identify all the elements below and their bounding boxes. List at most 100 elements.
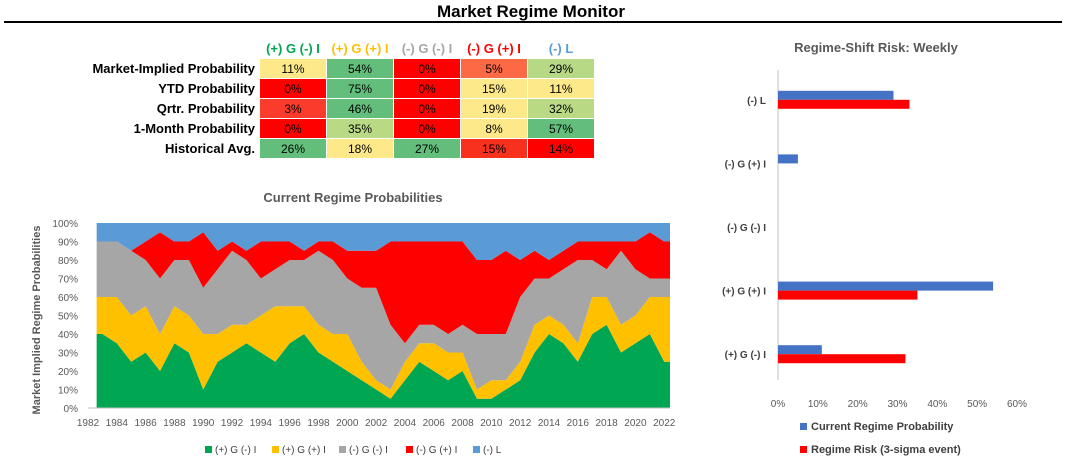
y-tick-label: 80%	[58, 256, 78, 267]
table-cell: 19%	[460, 98, 528, 119]
table-cell: 15%	[460, 78, 528, 99]
legend-label: (+) G (-) I	[215, 445, 256, 456]
area-series-3	[96, 232, 671, 344]
bar-1	[778, 354, 906, 364]
legend-label: (-) G (+) I	[416, 445, 457, 456]
table-cell: 18%	[326, 138, 394, 159]
bar-0	[778, 154, 798, 164]
x-tick-label: 2010	[480, 418, 503, 429]
bar-x-tick-label: 30%	[887, 399, 907, 410]
legend-swatch	[339, 446, 346, 453]
x-tick-label: 1992	[221, 418, 244, 429]
row-label: Market-Implied Probability	[92, 61, 255, 76]
table-cell: 11%	[259, 58, 327, 79]
table-cell: 0%	[393, 58, 461, 79]
bar-category-label: (-) G (-) I	[727, 223, 766, 234]
x-tick-label: 2016	[567, 418, 590, 429]
area-series-2	[96, 241, 671, 390]
row-label: 1-Month Probability	[133, 121, 255, 136]
table-cell: 3%	[259, 98, 327, 119]
x-tick-label: 2000	[336, 418, 359, 429]
col-header-3: (-) G (+) I	[467, 40, 521, 56]
area-series-0	[96, 324, 671, 408]
area-chart-ylabel: Market Implied Regime Probabilities	[31, 226, 43, 415]
bar-1	[778, 290, 918, 300]
table-row: Qrtr. Probability 3% 46% 0% 19% 32%	[72, 98, 595, 119]
x-tick-label: 1990	[192, 418, 215, 429]
x-tick-label: 1988	[163, 418, 186, 429]
y-tick-label: 50%	[58, 312, 78, 323]
bar-category-label: (+) G (+) I	[722, 287, 766, 298]
bar-legend-swatch	[800, 446, 807, 453]
col-header-4: (-) L	[548, 40, 574, 56]
table-cell: 8%	[460, 118, 528, 139]
bar-0	[778, 281, 994, 291]
x-tick-label: 2018	[595, 418, 618, 429]
table-row: 1-Month Probability 0% 35% 0% 8% 57%	[72, 118, 595, 139]
x-tick-label: 1998	[307, 418, 330, 429]
x-tick-label: 2012	[509, 418, 532, 429]
col-header-2: (-) G (-) I	[401, 40, 453, 56]
legend-label: (-) G (-) I	[349, 445, 388, 456]
x-tick-label: 1986	[134, 418, 157, 429]
table-cell: 26%	[259, 138, 327, 159]
x-tick-label: 2002	[365, 418, 388, 429]
bar-category-label: (-) L	[747, 96, 766, 107]
col-header-0: (+) G (-) I	[266, 40, 320, 56]
legend-swatch	[406, 446, 413, 453]
table-cell: 29%	[527, 58, 595, 79]
area-series-4	[96, 223, 671, 260]
row-label: Historical Avg.	[164, 141, 255, 156]
title-underline	[4, 21, 1062, 23]
x-tick-label: 1994	[250, 418, 273, 429]
table-row: Historical Avg. 26% 18% 27% 15% 14%	[72, 138, 595, 159]
col-header-1: (+) G (+) I	[331, 40, 389, 56]
table-header-row: (+) G (-) I (+) G (+) I (-) G (-) I (-) …	[72, 38, 595, 59]
legend-swatch	[272, 446, 279, 453]
bar-legend-label: Regime Risk (3-sigma event)	[811, 444, 961, 456]
y-tick-label: 20%	[58, 367, 78, 378]
bar-x-tick-label: 0%	[771, 399, 786, 410]
y-tick-label: 100%	[52, 219, 78, 230]
bar-category-label: (+) G (-) I	[725, 350, 767, 361]
table-row: YTD Probability 0% 75% 0% 15% 11%	[72, 78, 595, 99]
bar-x-tick-label: 50%	[967, 399, 987, 410]
page-title: Market Regime Monitor	[437, 2, 625, 21]
y-tick-label: 70%	[58, 275, 78, 286]
x-tick-label: 2020	[624, 418, 647, 429]
table-cell: 11%	[527, 78, 595, 99]
area-chart-title: Current Regime Probabilities	[263, 190, 442, 205]
probability-table: (+) G (-) I (+) G (+) I (-) G (-) I (-) …	[72, 38, 595, 159]
table-cell: 14%	[527, 138, 595, 159]
legend-label: (-) L	[483, 445, 502, 456]
y-tick-label: 30%	[58, 349, 78, 360]
bar-x-tick-label: 40%	[927, 399, 947, 410]
x-tick-label: 1982	[77, 418, 100, 429]
x-tick-label: 1984	[106, 418, 129, 429]
y-tick-label: 60%	[58, 293, 78, 304]
table-cell: 54%	[326, 58, 394, 79]
bar-category-label: (-) G (+) I	[725, 159, 767, 170]
bar-legend-swatch	[800, 423, 807, 430]
table-cell: 0%	[393, 118, 461, 139]
y-tick-label: 10%	[58, 386, 78, 397]
legend-label: (+) G (+) I	[282, 445, 326, 456]
bar-chart-title: Regime-Shift Risk: Weekly	[794, 40, 959, 55]
table-cell: 75%	[326, 78, 394, 99]
bar-x-tick-label: 20%	[848, 399, 868, 410]
row-label: Qrtr. Probability	[156, 101, 255, 116]
table-cell: 0%	[259, 118, 327, 139]
bar-x-tick-label: 60%	[1007, 399, 1027, 410]
bar-0	[778, 90, 894, 100]
bar-x-tick-label: 10%	[808, 399, 828, 410]
x-tick-label: 1996	[279, 418, 302, 429]
legend-swatch	[205, 446, 212, 453]
table-cell: 27%	[393, 138, 461, 159]
y-tick-label: 40%	[58, 330, 78, 341]
table-cell: 0%	[393, 98, 461, 119]
y-tick-label: 90%	[58, 238, 78, 249]
area-series-1	[96, 297, 671, 399]
table-cell: 15%	[460, 138, 528, 159]
table-row: Market-Implied Probability 11% 54% 0% 5%…	[72, 58, 595, 79]
